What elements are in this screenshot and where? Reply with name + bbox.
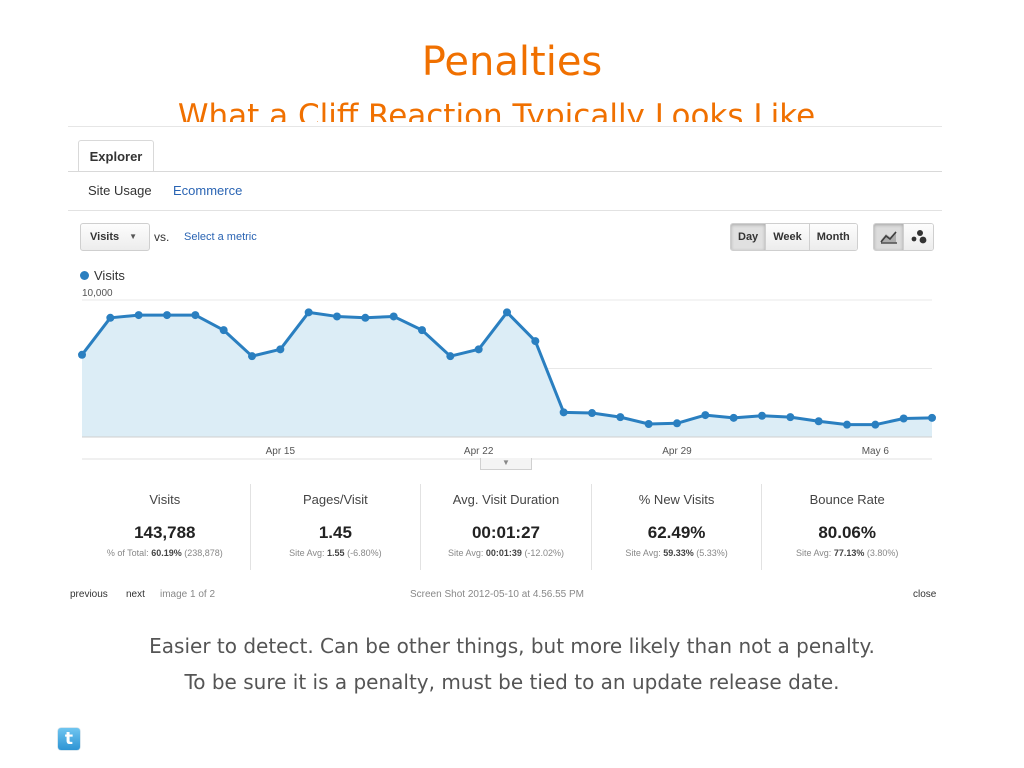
tab-divider (68, 171, 942, 172)
period-toggle: Day Week Month (730, 223, 858, 251)
area-fill (82, 312, 932, 437)
chart-legend: Visits (80, 268, 125, 283)
data-point (78, 350, 86, 359)
subnav-divider (68, 210, 942, 211)
image-count: image 1 of 2 (160, 589, 216, 600)
motion-chart-view-button[interactable] (904, 224, 933, 250)
y-tick-label: 10,000 (82, 288, 113, 299)
line-chart-icon (879, 231, 897, 244)
vs-label: vs. (154, 230, 170, 244)
stat-label: Bounce Rate (809, 492, 885, 507)
previous-link[interactable]: previous (70, 589, 108, 600)
day-button[interactable]: Day (731, 224, 767, 250)
bubble-chart-icon (911, 230, 926, 244)
data-point (333, 312, 341, 321)
stat-avg-visit-duration: Avg. Visit Duration 00:01:27 Site Avg: 0… (421, 484, 592, 570)
metric-dropdown[interactable]: Visits ▼ (80, 223, 150, 251)
data-point (446, 352, 455, 361)
stat-sub: Site Avg: 77.13% (3.80%) (795, 548, 899, 558)
data-point (106, 313, 115, 322)
data-point (843, 420, 851, 429)
summary-stats: Visits 143,788 % of Total: 60.19% (238,8… (80, 484, 932, 570)
data-point (248, 352, 256, 361)
screenshot-filename: Screen Shot 2012-05-10 at 4.56.55 PM (410, 589, 585, 600)
slide-title: Penalties (421, 39, 603, 85)
stat-bounce-rate: Bounce Rate 80.06% Site Avg: 77.13% (3.8… (762, 484, 932, 570)
week-button[interactable]: Week (766, 224, 810, 250)
analytics-screenshot: Explorer Site Usage Ecommerce Visits ▼ v… (68, 122, 942, 610)
line-chart-view-button[interactable] (874, 224, 904, 250)
data-point (588, 409, 596, 418)
data-point (304, 308, 313, 317)
data-point (191, 311, 200, 320)
legend-label: Visits (94, 268, 125, 283)
next-link[interactable]: next (126, 589, 145, 600)
metric-dropdown-value: Visits (90, 231, 120, 243)
stat-value: 80.06% (818, 523, 876, 542)
data-point (616, 413, 625, 422)
subnav-ecommerce[interactable]: Ecommerce (173, 183, 243, 198)
stat-sub: Site Avg: 59.33% (5.33%) (625, 548, 728, 558)
stat-sub: Site Avg: 00:01:39 (-12.02%) (448, 548, 564, 558)
data-point (758, 411, 766, 420)
chart-view-toggle (873, 223, 934, 251)
stat-sub: Site Avg: 1.55 (-6.80%) (289, 548, 382, 558)
data-point (361, 313, 370, 322)
data-point (928, 413, 936, 422)
top-border (68, 126, 942, 127)
data-point (786, 413, 795, 422)
stat-sub: % of Total: 60.19% (238,878) (106, 548, 223, 558)
data-point (163, 311, 171, 320)
x-tick-label: Apr 22 (464, 446, 494, 457)
close-link[interactable]: close (913, 589, 937, 600)
month-button[interactable]: Month (809, 224, 857, 250)
data-point (531, 337, 540, 346)
stat-label: % New Visits (638, 492, 715, 507)
data-point (814, 417, 823, 426)
data-point (673, 419, 681, 428)
caption-line-2: To be sure it is a penalty, must be tied… (184, 670, 840, 694)
data-point (701, 411, 710, 420)
x-tick-label: Apr 15 (266, 446, 296, 457)
data-point (871, 420, 880, 429)
stat-value: 143,788 (134, 523, 196, 542)
x-tick-label: Apr 29 (662, 446, 692, 457)
stat-visits: Visits 143,788 % of Total: 60.19% (238,8… (80, 484, 251, 570)
stat-label: Pages/Visit (302, 492, 368, 507)
data-point (559, 408, 568, 417)
legend-dot-icon (80, 271, 89, 280)
twitter-icon[interactable]: t (58, 728, 80, 750)
data-point (418, 326, 426, 335)
select-metric-link[interactable]: Select a metric (184, 231, 257, 243)
chevron-down-icon: ▼ (129, 232, 137, 241)
stat-label: Avg. Visit Duration (452, 492, 560, 507)
data-point (899, 414, 908, 423)
stat-value: 1.45 (318, 523, 352, 542)
data-point (503, 308, 511, 317)
x-tick-label: May 6 (862, 446, 890, 457)
tab-explorer[interactable]: Explorer (78, 140, 154, 172)
stat-pages-visit: Pages/Visit 1.45 Site Avg: 1.55 (-6.80%) (251, 484, 422, 570)
data-point (474, 345, 483, 354)
stat-new-visits: % New Visits 62.49% Site Avg: 59.33% (5.… (592, 484, 763, 570)
stat-label: Visits (149, 492, 181, 507)
data-point (134, 311, 143, 320)
data-point (644, 419, 653, 428)
subnav-site-usage[interactable]: Site Usage (88, 183, 152, 198)
stat-value: 62.49% (647, 523, 706, 542)
data-point (219, 326, 228, 335)
collapse-handle[interactable]: ▼ (480, 458, 532, 470)
stat-value: 00:01:27 (471, 523, 541, 542)
data-point (276, 345, 285, 354)
caption-line-1: Easier to detect. Can be other things, b… (149, 634, 875, 658)
data-point (729, 413, 738, 422)
data-point (389, 312, 398, 321)
